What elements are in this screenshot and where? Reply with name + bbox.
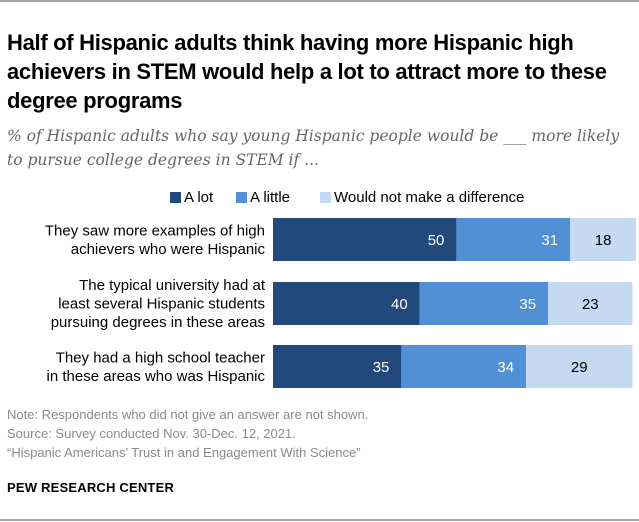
chart-title: Half of Hispanic adults think having mor…: [7, 30, 607, 113]
legend-label-a-lot: A lot: [184, 188, 214, 206]
category-label: They had a high school teacher in these a…: [47, 349, 266, 385]
data-label-a-little: 34: [497, 359, 514, 376]
bar-segment-would-not-make-a-difference: [570, 218, 637, 261]
footnotes: Note: Respondents who did not give an an…: [7, 405, 632, 462]
data-label-a-lot: 50: [428, 232, 445, 249]
bar-row: The typical university had at least sever…: [51, 277, 633, 331]
pew-logo-text: PEW RESEARCH CENTER: [7, 480, 175, 495]
category-label: The typical university had at least sever…: [51, 277, 266, 331]
category-label-line: least several Hispanic students: [58, 296, 265, 313]
data-label-would-not-make-a-difference: 23: [582, 296, 599, 313]
category-label-line: They had a high school teacher: [56, 349, 265, 366]
data-label-would-not-make-a-difference: 29: [571, 359, 588, 376]
legend-swatch-a-little: [236, 191, 247, 203]
legend-item-a-lot: A lot: [170, 187, 213, 207]
bar-segment-would-not-make-a-difference: [526, 345, 633, 388]
bar-row: They had a high school teacher in these a…: [47, 345, 633, 388]
category-label-line: in these areas who was Hispanic: [47, 368, 266, 385]
legend-label-a-little: A little: [250, 188, 291, 206]
data-label-a-little: 31: [541, 232, 558, 249]
report-title: “Hispanic Americans’ Trust in and Engage…: [7, 445, 361, 460]
bar-segment-a-lot: [273, 282, 420, 325]
category-label-line: They saw more examples of high: [45, 222, 265, 239]
data-label-a-lot: 40: [391, 296, 408, 313]
legend-swatch-no-difference: [320, 191, 331, 203]
bar-segment-a-little: [456, 218, 571, 261]
legend-item-a-little: A little: [236, 187, 290, 207]
note-text: Note: Respondents who did not give an an…: [7, 407, 369, 422]
bar-segment-a-little: [419, 282, 549, 325]
data-label-would-not-make-a-difference: 18: [595, 232, 612, 249]
category-label-line: achievers who were Hispanic: [71, 241, 266, 258]
bottom-rule: [0, 519, 639, 521]
chart-subtitle: % of Hispanic adults who say young Hispa…: [7, 127, 620, 169]
bar-row: They saw more examples of high achievers …: [45, 218, 637, 261]
top-rule: [0, 0, 639, 2]
bar-segment-a-little: [401, 345, 527, 388]
bar-segment-a-lot: [273, 345, 402, 388]
legend: A lot A little Would not make a differen…: [0, 187, 639, 207]
bar-segment-a-lot: [273, 218, 457, 261]
legend-swatch-a-lot: [170, 191, 181, 203]
bar-segment-would-not-make-a-difference: [548, 282, 633, 325]
legend-item-no-difference: Would not make a difference: [320, 187, 524, 207]
data-label-a-lot: 35: [373, 359, 390, 376]
source-text: Source: Survey conducted Nov. 30-Dec. 12…: [7, 426, 296, 441]
legend-label-no-difference: Would not make a difference: [334, 188, 525, 206]
data-label-a-little: 35: [519, 296, 536, 313]
category-label: They saw more examples of high achievers …: [45, 222, 266, 258]
category-label-line: The typical university had at: [79, 277, 266, 294]
category-label-line: pursuing degrees in these areas: [51, 314, 265, 331]
